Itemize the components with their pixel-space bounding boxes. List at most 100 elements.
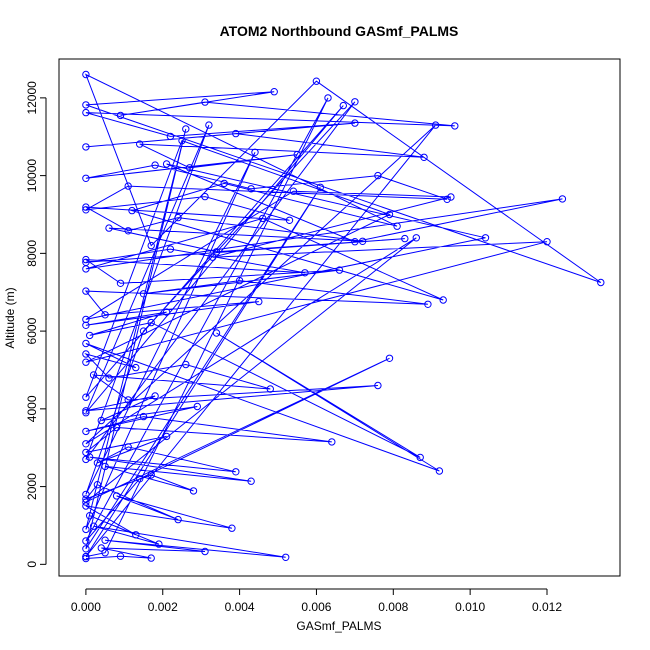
data-point — [89, 371, 98, 379]
data-point — [324, 94, 332, 102]
chart-title: ATOM2 Northbound GASmf_PALMS — [220, 23, 459, 39]
data-point — [124, 227, 132, 235]
data-point — [82, 490, 90, 499]
data-point — [116, 552, 125, 560]
data-point — [447, 193, 455, 201]
data-point — [289, 187, 298, 195]
series-line — [84, 73, 602, 559]
data-point — [82, 358, 90, 366]
data-point — [182, 125, 190, 133]
data-point — [82, 502, 90, 510]
data-point — [132, 363, 140, 372]
data-point — [339, 101, 347, 110]
data-point — [101, 311, 109, 319]
data-point — [82, 455, 90, 464]
data-point — [86, 331, 94, 340]
data-point — [424, 300, 432, 308]
data-point — [247, 185, 255, 193]
data-point — [139, 327, 148, 335]
y-tick-label: 0 — [25, 561, 39, 568]
y-tick-label: 6000 — [25, 317, 39, 344]
data-point — [136, 475, 144, 483]
data-point — [82, 554, 90, 563]
data-point — [116, 279, 125, 287]
data-point — [558, 195, 567, 203]
y-tick-label: 12000 — [25, 81, 39, 115]
data-point — [232, 468, 240, 476]
data-point — [86, 512, 94, 520]
data-point — [443, 195, 451, 204]
data-point — [358, 237, 367, 246]
data-point — [251, 148, 259, 157]
data-point — [89, 522, 98, 530]
data-point — [82, 545, 90, 553]
data-point — [412, 234, 420, 242]
data-point — [393, 222, 401, 230]
data-point — [351, 98, 359, 106]
data-point — [124, 443, 132, 451]
data-point — [374, 381, 382, 390]
data-point — [312, 77, 321, 85]
data-point — [82, 70, 90, 79]
x-tick-label: 0.000 — [71, 600, 101, 614]
data-point — [82, 321, 90, 329]
data-point — [385, 210, 394, 219]
data-point — [82, 440, 90, 448]
data-point — [374, 171, 382, 180]
data-point — [316, 183, 324, 192]
x-tick-label: 0.010 — [455, 600, 485, 614]
data-point — [116, 111, 125, 120]
data-point — [147, 241, 155, 250]
data-point — [82, 525, 90, 534]
y-tick-label: 10000 — [25, 159, 39, 193]
data-point — [82, 339, 90, 348]
data-point — [128, 206, 136, 215]
data-point — [112, 492, 121, 500]
data-point — [97, 416, 106, 425]
data-point — [270, 88, 278, 96]
data-point — [82, 265, 90, 273]
data-point — [101, 462, 109, 471]
data-point — [162, 432, 171, 441]
data-point — [232, 129, 240, 138]
y-axis: 0 2000 4000 6000 8000 10000 12000 — [25, 81, 47, 568]
data-point — [147, 554, 155, 562]
x-tick-label: 0.012 — [532, 600, 562, 614]
data-point — [112, 423, 121, 432]
data-point — [205, 121, 213, 129]
plot-frame — [58, 58, 621, 577]
data-point — [185, 164, 194, 172]
data-point — [451, 122, 459, 130]
data-point — [201, 192, 209, 201]
y-tick-label: 4000 — [25, 395, 39, 422]
data-point — [328, 438, 336, 446]
data-point — [82, 143, 90, 151]
data-point — [93, 481, 102, 489]
data-point — [151, 161, 159, 169]
data-point — [105, 224, 113, 232]
y-tick-label: 8000 — [25, 240, 39, 267]
data-point — [82, 407, 90, 415]
x-tick-label: 0.006 — [301, 600, 331, 614]
data-point — [147, 318, 155, 327]
data-point — [82, 498, 90, 506]
data-point — [212, 248, 221, 256]
data-point — [105, 374, 113, 382]
data-point — [82, 255, 90, 264]
data-point — [193, 402, 202, 411]
data-point — [416, 453, 424, 462]
data-point — [139, 412, 148, 421]
data-point — [201, 98, 209, 106]
data-point — [82, 409, 90, 417]
data-point — [178, 136, 186, 145]
data-point — [82, 393, 90, 401]
data-point — [82, 174, 90, 183]
data-point — [124, 182, 132, 190]
data-point — [201, 547, 209, 556]
data-point — [351, 119, 359, 127]
y-tick-label: 2000 — [25, 473, 39, 500]
data-point — [301, 269, 309, 277]
data-point — [139, 290, 148, 298]
x-axis: 0.000 0.002 0.004 0.006 0.008 0.010 0.012 — [71, 588, 562, 614]
